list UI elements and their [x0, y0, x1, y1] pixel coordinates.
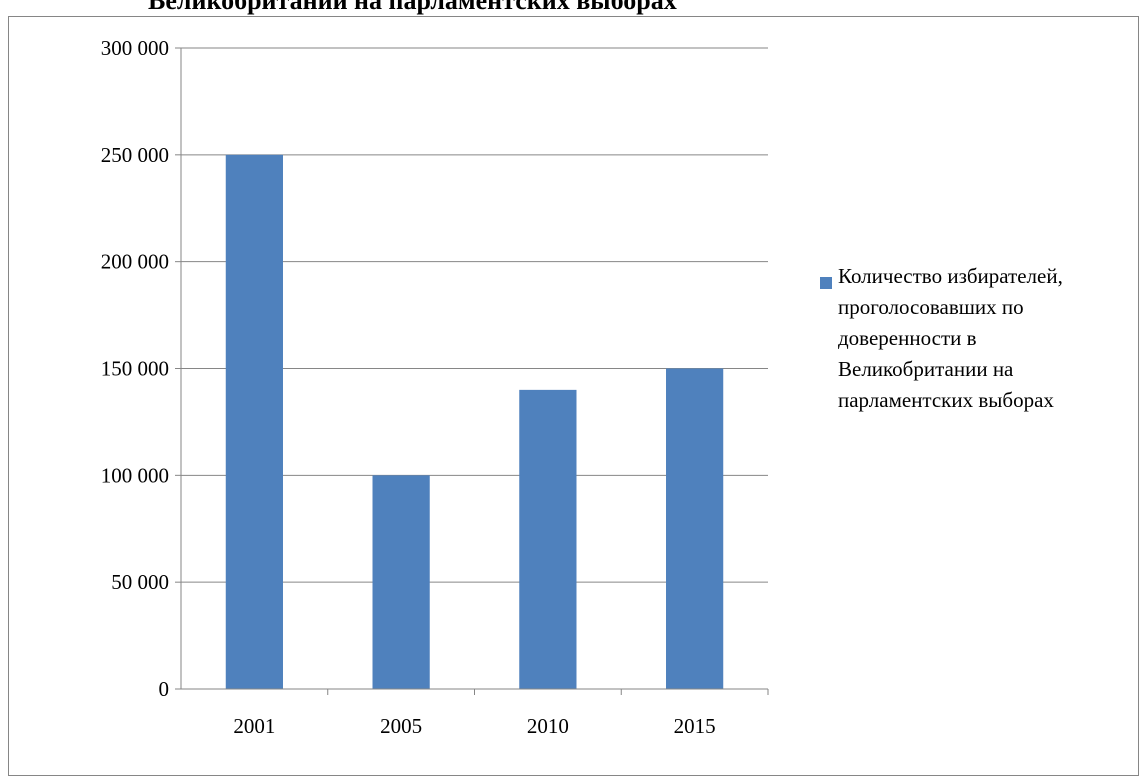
- legend-label: Количество избирателей, проголосовавших …: [838, 264, 1063, 412]
- x-tick-labels: 2001 2005 2010 2015: [233, 714, 715, 738]
- y-tick-label: 0: [159, 677, 170, 701]
- legend-swatch: [820, 277, 832, 289]
- y-tick-label: 200 000: [101, 250, 169, 274]
- y-tick-label: 250 000: [101, 143, 169, 167]
- bar-2005: [372, 475, 430, 689]
- x-tick-label: 2001: [233, 714, 275, 738]
- bar-2001: [225, 154, 283, 690]
- bar-2015: [666, 368, 724, 689]
- y-tick-label: 150 000: [101, 357, 169, 381]
- y-tick-label: 300 000: [101, 36, 169, 60]
- y-tick-label: 50 000: [111, 570, 169, 594]
- y-tick-label: 100 000: [101, 463, 169, 487]
- bars: [225, 154, 724, 690]
- y-tick-labels: 0 50 000 100 000 150 000 200 000 250 000 300 0…: [101, 36, 169, 701]
- x-tick-label: 2015: [674, 714, 716, 738]
- x-tick-label: 2010: [527, 714, 569, 738]
- chart-title: Великобритании на парламентских выборах: [148, 0, 677, 15]
- bar-2010: [519, 389, 577, 689]
- x-tick-label: 2005: [380, 714, 422, 738]
- axes: [175, 47, 769, 695]
